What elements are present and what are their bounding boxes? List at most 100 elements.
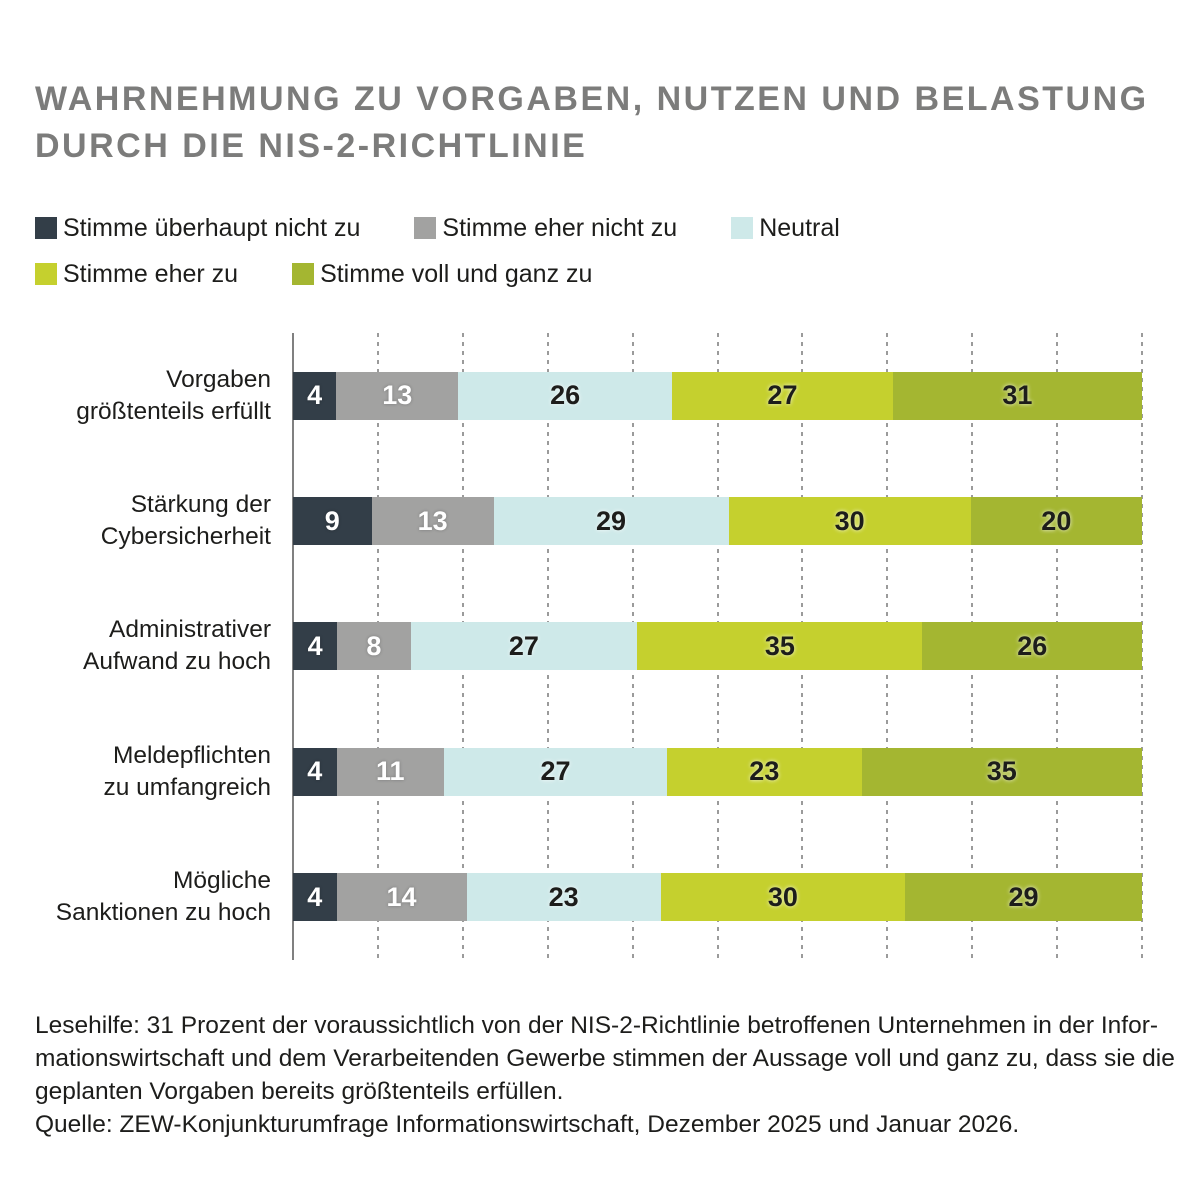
chart-row: Stärkung der Cybersicherheit 9 13 29 30 20 [0, 458, 1143, 583]
bar-value-label: 26 [550, 380, 581, 411]
bar-segment: 8 [337, 622, 411, 671]
stacked-bar: 4 14 23 30 29 [293, 873, 1142, 922]
bar-segment: 23 [667, 747, 862, 796]
legend-label: Neutral [759, 213, 840, 242]
quelle-text: Quelle: ZEW-Konjunkturumfrage Informatio… [35, 1111, 1020, 1138]
legend-item: Stimme eher nicht zu [414, 214, 677, 243]
category-label: Administrativer Aufwand zu hoch [0, 614, 293, 678]
bar-value-label: 4 [307, 380, 323, 411]
bar-value-label: 35 [986, 756, 1017, 787]
bar-segment: 4 [293, 747, 337, 796]
lesehilfe-text-line-3: geplanten Vorgaben bereits größtenteils … [35, 1078, 564, 1105]
bar-segment: 9 [293, 497, 372, 546]
legend-item: Stimme eher zu [35, 260, 238, 289]
stacked-bar: 9 13 29 30 20 [293, 497, 1143, 546]
bar-segment: 13 [336, 371, 459, 420]
bar-value-label: 29 [1008, 881, 1039, 912]
category-label: Mögliche Sanktionen zu hoch [0, 865, 293, 929]
bar-value-label: 9 [324, 505, 340, 536]
chart-row: Mögliche Sanktionen zu hoch 4 14 23 30 29 [0, 835, 1142, 960]
legend-label: Stimme eher zu [63, 259, 239, 288]
legend-swatch [414, 217, 437, 239]
category-label-line: Sanktionen zu hoch [55, 899, 271, 927]
bar-segment: 20 [970, 497, 1143, 546]
bar-value-label: 11 [375, 756, 405, 787]
bar-value-label: 31 [1002, 380, 1033, 411]
legend-item: Stimme überhaupt nicht zu [35, 214, 360, 243]
bar-segment: 11 [336, 747, 444, 796]
bar-value-label: 27 [767, 380, 798, 411]
bar-segment: 30 [728, 497, 971, 546]
bar-segment: 26 [458, 371, 673, 420]
legend-label: Stimme überhaupt nicht zu [63, 213, 361, 242]
bar-value-label: 4 [307, 881, 323, 912]
category-label-line: größtenteils erfüllt [76, 397, 271, 425]
bar-segment: 29 [904, 873, 1142, 922]
gridline-100 [1141, 333, 1143, 960]
legend-swatch [731, 217, 754, 239]
bar-value-label: 29 [596, 505, 627, 536]
category-label-line: zu umfangreich [103, 773, 271, 801]
legend-item: Stimme voll und ganz zu [292, 260, 592, 289]
bar-segment: 35 [861, 747, 1142, 796]
legend-swatch [292, 263, 315, 285]
category-label-line: Mögliche [172, 867, 271, 895]
category-label: Meldepflichten zu umfangreich [0, 740, 293, 804]
bar-segment: 27 [410, 622, 638, 671]
chart-title-line-2: DURCH DIE NIS-2-RICHTLINIE [35, 127, 588, 165]
bar-value-label: 14 [386, 881, 417, 912]
bar-value-label: 20 [1041, 505, 1072, 536]
bar-value-label: 4 [307, 756, 323, 787]
bar-value-label: 4 [307, 630, 323, 661]
category-label-line: Aufwand zu hoch [83, 648, 271, 676]
bar-value-label: 26 [1017, 630, 1048, 661]
bar-value-label: 27 [508, 630, 539, 661]
stacked-bar-chart: Vorgaben größtenteils erfüllt 4 13 26 27 31 Stä… [0, 333, 1143, 960]
legend-label: Stimme eher nicht zu [442, 213, 678, 242]
bar-segment: 26 [922, 622, 1142, 671]
bar-value-label: 30 [767, 881, 798, 912]
bar-segment: 4 [293, 873, 337, 922]
legend-row-2: Stimme eher zu Stimme voll und ganz zu [35, 251, 840, 297]
footer: Lesehilfe: 31 Prozent der voraussichtlic… [35, 1009, 1175, 1141]
bar-value-label: 27 [540, 756, 571, 787]
category-label-line: Stärkung der [130, 491, 271, 519]
chart-row: Meldepflichten zu umfangreich 4 11 27 23 35 [0, 709, 1142, 834]
bar-value-label: 13 [417, 505, 448, 536]
bar-value-label: 23 [548, 881, 579, 912]
bar-value-label: 8 [366, 630, 382, 661]
lesehilfe-text-line-2: mationswirtschaft und dem Verarbeitenden… [35, 1045, 1175, 1072]
bar-segment: 30 [660, 873, 905, 922]
category-label-line: Administrativer [108, 616, 271, 644]
bar-segment: 29 [493, 497, 729, 546]
bar-segment: 27 [672, 371, 893, 420]
lesehilfe-text-line-1: Lesehilfe: 31 Prozent der voraussichtlic… [35, 1012, 1159, 1039]
stacked-bar: 4 8 27 35 26 [293, 622, 1142, 671]
bar-value-label: 23 [749, 756, 780, 787]
bar-value-label: 35 [764, 630, 795, 661]
category-label: Stärkung der Cybersicherheit [0, 489, 293, 553]
legend-label: Stimme voll und ganz zu [320, 259, 593, 288]
legend: Stimme überhaupt nicht zu Stimme eher nic… [35, 205, 840, 297]
bar-segment: 4 [293, 622, 338, 671]
chart-rows: Vorgaben größtenteils erfüllt 4 13 26 27 31 Stä… [0, 333, 1143, 960]
bar-value-label: 30 [834, 505, 865, 536]
bar-segment: 23 [466, 873, 661, 922]
legend-swatch [35, 217, 57, 239]
category-label: Vorgaben größtenteils erfüllt [0, 364, 293, 428]
legend-swatch [35, 263, 57, 285]
bar-segment: 31 [892, 371, 1142, 420]
stacked-bar: 4 11 27 23 35 [293, 747, 1142, 796]
chart-row: Vorgaben größtenteils erfüllt 4 13 26 27 31 [0, 333, 1142, 458]
legend-item: Neutral [731, 214, 840, 243]
category-label-line: Cybersicherheit [100, 523, 271, 551]
bar-segment: 14 [336, 873, 467, 922]
chart-row: Administrativer Aufwand zu hoch 4 8 27 35 26 [0, 584, 1142, 709]
bar-segment: 35 [637, 622, 923, 671]
bar-segment: 13 [371, 497, 494, 546]
stacked-bar: 4 13 26 27 31 [293, 371, 1142, 420]
bar-segment: 27 [443, 747, 668, 796]
bar-segment: 4 [293, 371, 337, 420]
chart-title: WAHRNEHMUNG ZU VORGABEN, NUTZEN UND BELA… [35, 76, 1149, 170]
